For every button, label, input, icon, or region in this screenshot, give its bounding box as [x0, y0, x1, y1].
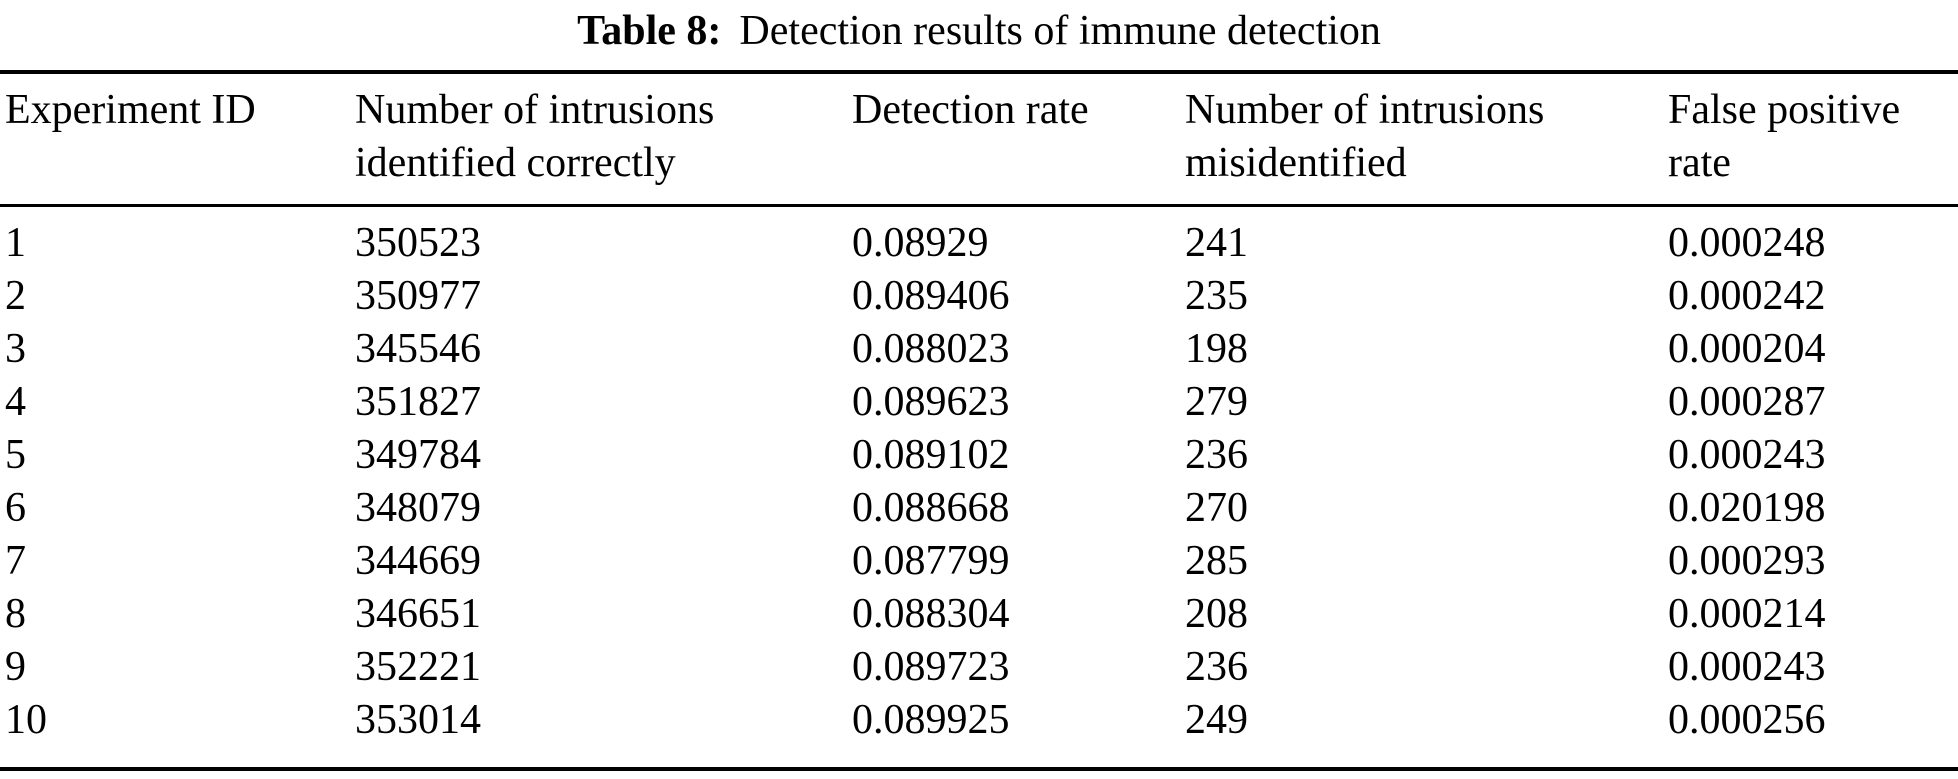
table-cell: 0.000204 — [1668, 326, 1826, 372]
table-row: 9 352221 0.089723 236 0.000243 — [0, 641, 1958, 694]
table-cell: 0.000293 — [1668, 538, 1826, 584]
table-cell: 249 — [1185, 697, 1248, 743]
table-cell: 285 — [1185, 538, 1248, 584]
table-cell: 0.08929 — [852, 220, 989, 266]
table-row: 1 350523 0.08929 241 0.000248 — [0, 206, 1958, 271]
table-cell: 3 — [5, 326, 26, 372]
table-cell: 236 — [1185, 644, 1248, 690]
table-cell: 349784 — [355, 432, 481, 478]
table-body: 1 350523 0.08929 241 0.000248 2 350977 0.089406… — [0, 206, 1958, 770]
table-cell: 350523 — [355, 220, 481, 266]
table-cell: 9 — [5, 644, 26, 690]
table-cell: 279 — [1185, 379, 1248, 425]
table-row: 10 353014 0.089925 249 0.000256 — [0, 694, 1958, 769]
table-cell: 0.000214 — [1668, 591, 1826, 637]
table-row: 3 345546 0.088023 198 0.000204 — [0, 323, 1958, 376]
table-cell: 0.088023 — [852, 326, 1010, 372]
table-cell: 236 — [1185, 432, 1248, 478]
table-cell: 1 — [5, 220, 26, 266]
table-header: Experiment ID Number of intrusions ident… — [0, 72, 1958, 207]
table-cell: 10 — [5, 697, 47, 743]
table-cell: 0.088304 — [852, 591, 1010, 637]
table-caption: Table 8: Detection results of immune dete… — [0, 0, 1958, 70]
table-cell: 270 — [1185, 485, 1248, 531]
header-row: Experiment ID Number of intrusions ident… — [0, 72, 1958, 207]
table-cell: 351827 — [355, 379, 481, 425]
table-cell: 350977 — [355, 273, 481, 319]
table-cell: 348079 — [355, 485, 481, 531]
table-cell: 241 — [1185, 220, 1248, 266]
table-cell: 0.087799 — [852, 538, 1010, 584]
table-cell: 235 — [1185, 273, 1248, 319]
results-table: Experiment ID Number of intrusions ident… — [0, 70, 1958, 771]
table-cell: 0.089406 — [852, 273, 1010, 319]
table-cell: 0.000287 — [1668, 379, 1826, 425]
table-cell: 2 — [5, 273, 26, 319]
table-row: 7 344669 0.087799 285 0.000293 — [0, 535, 1958, 588]
table-cell: 352221 — [355, 644, 481, 690]
column-header-intrusions-correct: Number of intrusions identified correctl… — [355, 72, 852, 207]
table-cell: 0.089623 — [852, 379, 1010, 425]
table-cell: 0.000256 — [1668, 697, 1826, 743]
table-cell: 0.020198 — [1668, 485, 1826, 531]
table-cell: 344669 — [355, 538, 481, 584]
table-cell: 0.089723 — [852, 644, 1010, 690]
table-row: 4 351827 0.089623 279 0.000287 — [0, 376, 1958, 429]
table-cell: 8 — [5, 591, 26, 637]
table-caption-label: Table 8: — [577, 8, 722, 54]
table-row: 8 346651 0.088304 208 0.000214 — [0, 588, 1958, 641]
table-cell: 5 — [5, 432, 26, 478]
table-cell: 0.000243 — [1668, 644, 1826, 690]
column-header-detection-rate: Detection rate — [852, 72, 1185, 207]
table-cell: 0.000243 — [1668, 432, 1826, 478]
table-cell: 345546 — [355, 326, 481, 372]
table-cell: 0.088668 — [852, 485, 1010, 531]
column-header-intrusions-misidentified: Number of intrusions misidentified — [1185, 72, 1668, 207]
table-cell: 4 — [5, 379, 26, 425]
table-cell: 0.089102 — [852, 432, 1010, 478]
table-cell: 208 — [1185, 591, 1248, 637]
column-header-experiment-id: Experiment ID — [0, 72, 355, 207]
table-cell: 7 — [5, 538, 26, 584]
table-cell: 353014 — [355, 697, 481, 743]
column-header-false-positive-rate: False positive rate — [1668, 72, 1958, 207]
table-row: 6 348079 0.088668 270 0.020198 — [0, 482, 1958, 535]
table-cell: 0.000248 — [1668, 220, 1826, 266]
table-caption-text: Detection results of immune detection — [739, 8, 1381, 54]
table-cell: 6 — [5, 485, 26, 531]
table-cell: 198 — [1185, 326, 1248, 372]
table-cell: 346651 — [355, 591, 481, 637]
table-cell: 0.089925 — [852, 697, 1010, 743]
table-row: 2 350977 0.089406 235 0.000242 — [0, 270, 1958, 323]
table-cell: 0.000242 — [1668, 273, 1826, 319]
table-row: 5 349784 0.089102 236 0.000243 — [0, 429, 1958, 482]
